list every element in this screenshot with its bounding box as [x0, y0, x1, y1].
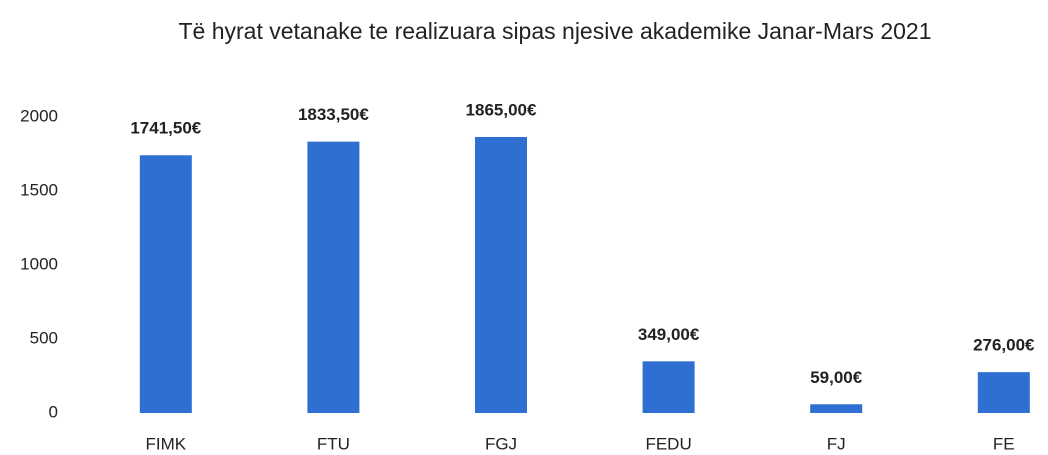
- value-label: 349,00€: [638, 325, 700, 344]
- value-label: 59,00€: [810, 368, 863, 387]
- y-tick-label: 0: [49, 402, 58, 421]
- chart-title: Të hyrat vetanake te realizuara sipas nj…: [178, 18, 932, 44]
- x-tick-label: FGJ: [485, 434, 517, 453]
- bar: [810, 404, 863, 413]
- x-tick-label: FEDU: [645, 434, 691, 453]
- x-tick-label: FJ: [827, 434, 846, 453]
- x-tick-label: FE: [993, 434, 1015, 453]
- y-tick-label: 2000: [20, 106, 58, 125]
- bar: [139, 155, 192, 413]
- y-tick-label: 1000: [20, 254, 58, 273]
- value-label: 1741,50€: [130, 119, 201, 138]
- bar: [977, 372, 1030, 413]
- value-label: 1833,50€: [298, 105, 369, 124]
- bar: [307, 141, 360, 413]
- value-label: 276,00€: [973, 336, 1035, 355]
- bar: [642, 361, 695, 413]
- x-tick-label: FIMK: [145, 434, 186, 453]
- y-tick-label: 500: [30, 328, 58, 347]
- x-tick-label: FTU: [317, 434, 350, 453]
- value-label: 1865,00€: [466, 100, 537, 119]
- bar: [475, 136, 527, 414]
- y-tick-label: 1500: [20, 180, 58, 199]
